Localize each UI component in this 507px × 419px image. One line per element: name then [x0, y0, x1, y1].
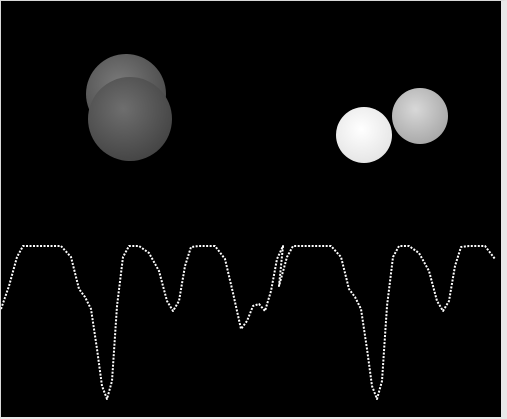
light-sphere-back	[392, 88, 448, 144]
gray-sphere-front	[88, 77, 172, 161]
waveform-trace	[1, 245, 496, 400]
white-sphere-front	[336, 107, 392, 163]
scene-canvas	[1, 54, 496, 400]
